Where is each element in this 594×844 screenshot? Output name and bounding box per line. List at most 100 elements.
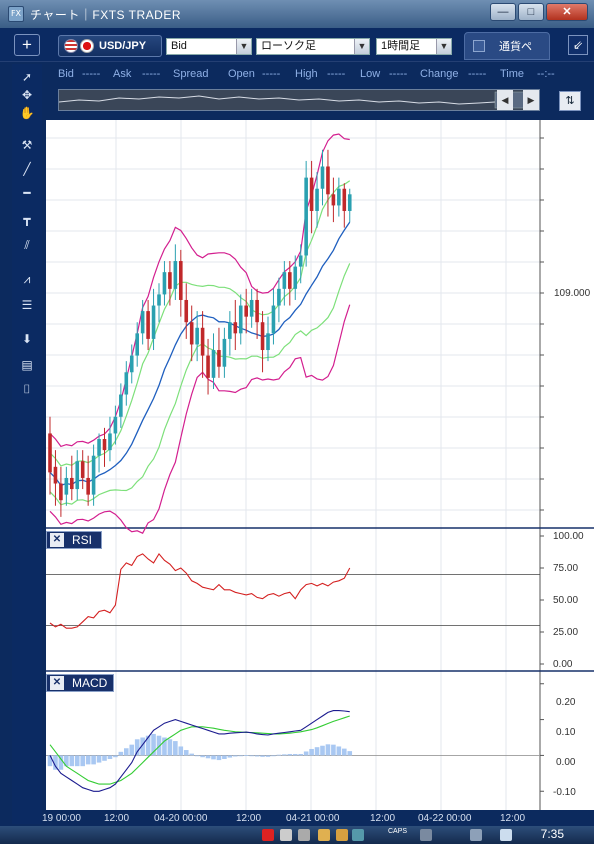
candle-body xyxy=(113,416,118,434)
scroll-left-arrow[interactable]: ◀ xyxy=(497,90,513,110)
close-icon[interactable]: ✕ xyxy=(50,533,64,547)
timeframe-select[interactable]: 1時間足 ▼ xyxy=(376,38,452,55)
chevron-down-icon: ▼ xyxy=(236,39,251,54)
time-tick: 12:00 xyxy=(500,813,526,824)
macd-histogram-bar xyxy=(298,753,303,756)
close-icon[interactable]: ✕ xyxy=(50,676,64,690)
macd-histogram-bar xyxy=(102,755,107,761)
macd-histogram-bar xyxy=(314,747,320,756)
change-value: ----- xyxy=(468,68,487,80)
chart-type-value: ローソク足 xyxy=(261,40,316,52)
macd-histogram-bar xyxy=(282,754,287,756)
time-tick: 04-21 00:00 xyxy=(286,813,340,824)
tray-icon[interactable] xyxy=(298,829,310,841)
tab-label: 通貨ペ xyxy=(499,41,532,53)
macd-histogram-bar xyxy=(129,744,135,756)
app-icon: FX xyxy=(8,6,24,22)
candle-body xyxy=(162,272,167,295)
fibonacci-fan-icon[interactable]: ⩘ xyxy=(23,272,31,286)
download-icon[interactable]: ⬇ xyxy=(21,332,33,346)
macd-histogram-bar xyxy=(336,746,342,756)
popout-button[interactable]: ⇙ xyxy=(568,35,588,55)
currency-pair-button[interactable]: USD/JPY xyxy=(58,35,162,57)
time-value: --:-- xyxy=(537,68,555,80)
tray-icon[interactable] xyxy=(352,829,364,841)
list-icon[interactable]: ▤ xyxy=(21,358,33,372)
candle-body xyxy=(288,272,292,289)
tray-icon[interactable] xyxy=(318,829,330,841)
candle-body xyxy=(331,194,336,206)
hand-icon[interactable]: ✋ xyxy=(19,106,35,120)
maximize-button[interactable]: □ xyxy=(518,3,544,21)
macd-histogram-bar xyxy=(91,755,96,765)
speaker-icon[interactable] xyxy=(500,829,512,841)
macd-histogram-bar xyxy=(162,737,167,756)
macd-histogram-bar xyxy=(309,748,314,756)
rsi-name: RSI xyxy=(72,533,93,547)
macd-histogram-bar xyxy=(156,735,162,756)
chart-type-select[interactable]: ローソク足 ▼ xyxy=(256,38,370,55)
crosshair-icon[interactable]: ✥ xyxy=(21,88,33,102)
candle-body xyxy=(135,333,139,356)
fibonacci-lines-icon[interactable]: ☰ xyxy=(21,298,33,312)
quote-bar: Bid ----- Ask ----- Spread Open ----- Hi… xyxy=(46,64,594,88)
horizontal-line-icon[interactable]: ━ xyxy=(23,186,31,200)
chart-area[interactable]: 109.000 ✕ RSI 100.00 75.00 50.00 25.00 0… xyxy=(46,120,594,810)
price-axis-label: 109.000 xyxy=(554,288,591,299)
candle-body xyxy=(157,294,161,306)
macd-histogram-bar xyxy=(276,754,282,756)
candle-body xyxy=(277,288,281,306)
currency-pair-tab[interactable]: 通貨ペ xyxy=(464,32,550,60)
candle-body xyxy=(173,261,178,289)
add-chart-button[interactable]: + xyxy=(14,34,40,56)
moving-average-line xyxy=(49,221,351,487)
tray-icon[interactable] xyxy=(470,829,482,841)
candle-body xyxy=(53,466,58,484)
candle-body xyxy=(179,261,183,300)
close-button[interactable]: ✕ xyxy=(546,3,588,21)
candle-body xyxy=(75,461,80,490)
drawing-tools-sidebar: ➚ ✥ ✋ ⚒ ╱ ━ ┳ ⫽ ⩘ ☰ ⬇ ▤ ⌷ xyxy=(12,64,42,824)
candle-body xyxy=(200,327,205,356)
candle-body xyxy=(140,311,145,334)
camera-icon[interactable]: ⌷ xyxy=(23,382,31,396)
macd-histogram-bar xyxy=(238,755,244,757)
scroll-right-arrow[interactable]: ▶ xyxy=(523,90,539,110)
tray-icon[interactable] xyxy=(420,829,432,841)
cursor-icon[interactable]: ➚ xyxy=(21,70,33,84)
minimize-button[interactable]: — xyxy=(490,3,516,21)
price-type-select[interactable]: Bid ▼ xyxy=(166,38,252,55)
candle-body xyxy=(59,483,63,501)
candle-body xyxy=(206,355,210,378)
bollinger-upper-2sigma xyxy=(49,133,350,448)
ask-value: ----- xyxy=(142,68,161,80)
macd-histogram-bar xyxy=(107,755,113,759)
candle-body xyxy=(228,322,232,339)
history-scroll-slider[interactable]: ◀ ▶ xyxy=(58,89,540,111)
candle-body xyxy=(86,477,90,495)
macd-histogram-bar xyxy=(254,755,260,757)
candle-body xyxy=(124,372,129,395)
macd-histogram-bar xyxy=(118,751,124,756)
macd-histogram-bar xyxy=(331,744,336,756)
candle-body xyxy=(271,305,276,334)
hammer-icon[interactable]: ⚒ xyxy=(21,138,33,152)
tab-checkbox[interactable] xyxy=(473,40,485,52)
macd-histogram-bar xyxy=(303,751,309,756)
history-sparkline xyxy=(59,90,539,110)
macd-histogram-bar xyxy=(167,739,173,756)
macd-histogram-bar xyxy=(233,755,238,757)
macd-histogram-bar xyxy=(80,755,85,767)
candle-body xyxy=(320,166,325,189)
title-bar[interactable]: FX チャート｜FXTS TRADER — □ ✕ xyxy=(0,0,594,28)
tray-icon[interactable] xyxy=(280,829,292,841)
expand-button[interactable]: ⇅ xyxy=(559,91,581,111)
tray-icon[interactable] xyxy=(336,829,348,841)
tray-icon[interactable] xyxy=(262,829,274,841)
high-value: ----- xyxy=(327,68,346,80)
trendline-icon[interactable]: ╱ xyxy=(23,162,31,176)
vertical-line-icon[interactable]: ┳ xyxy=(23,212,31,226)
candle-body xyxy=(337,188,341,206)
parallel-lines-icon[interactable]: ⫽ xyxy=(24,238,30,252)
